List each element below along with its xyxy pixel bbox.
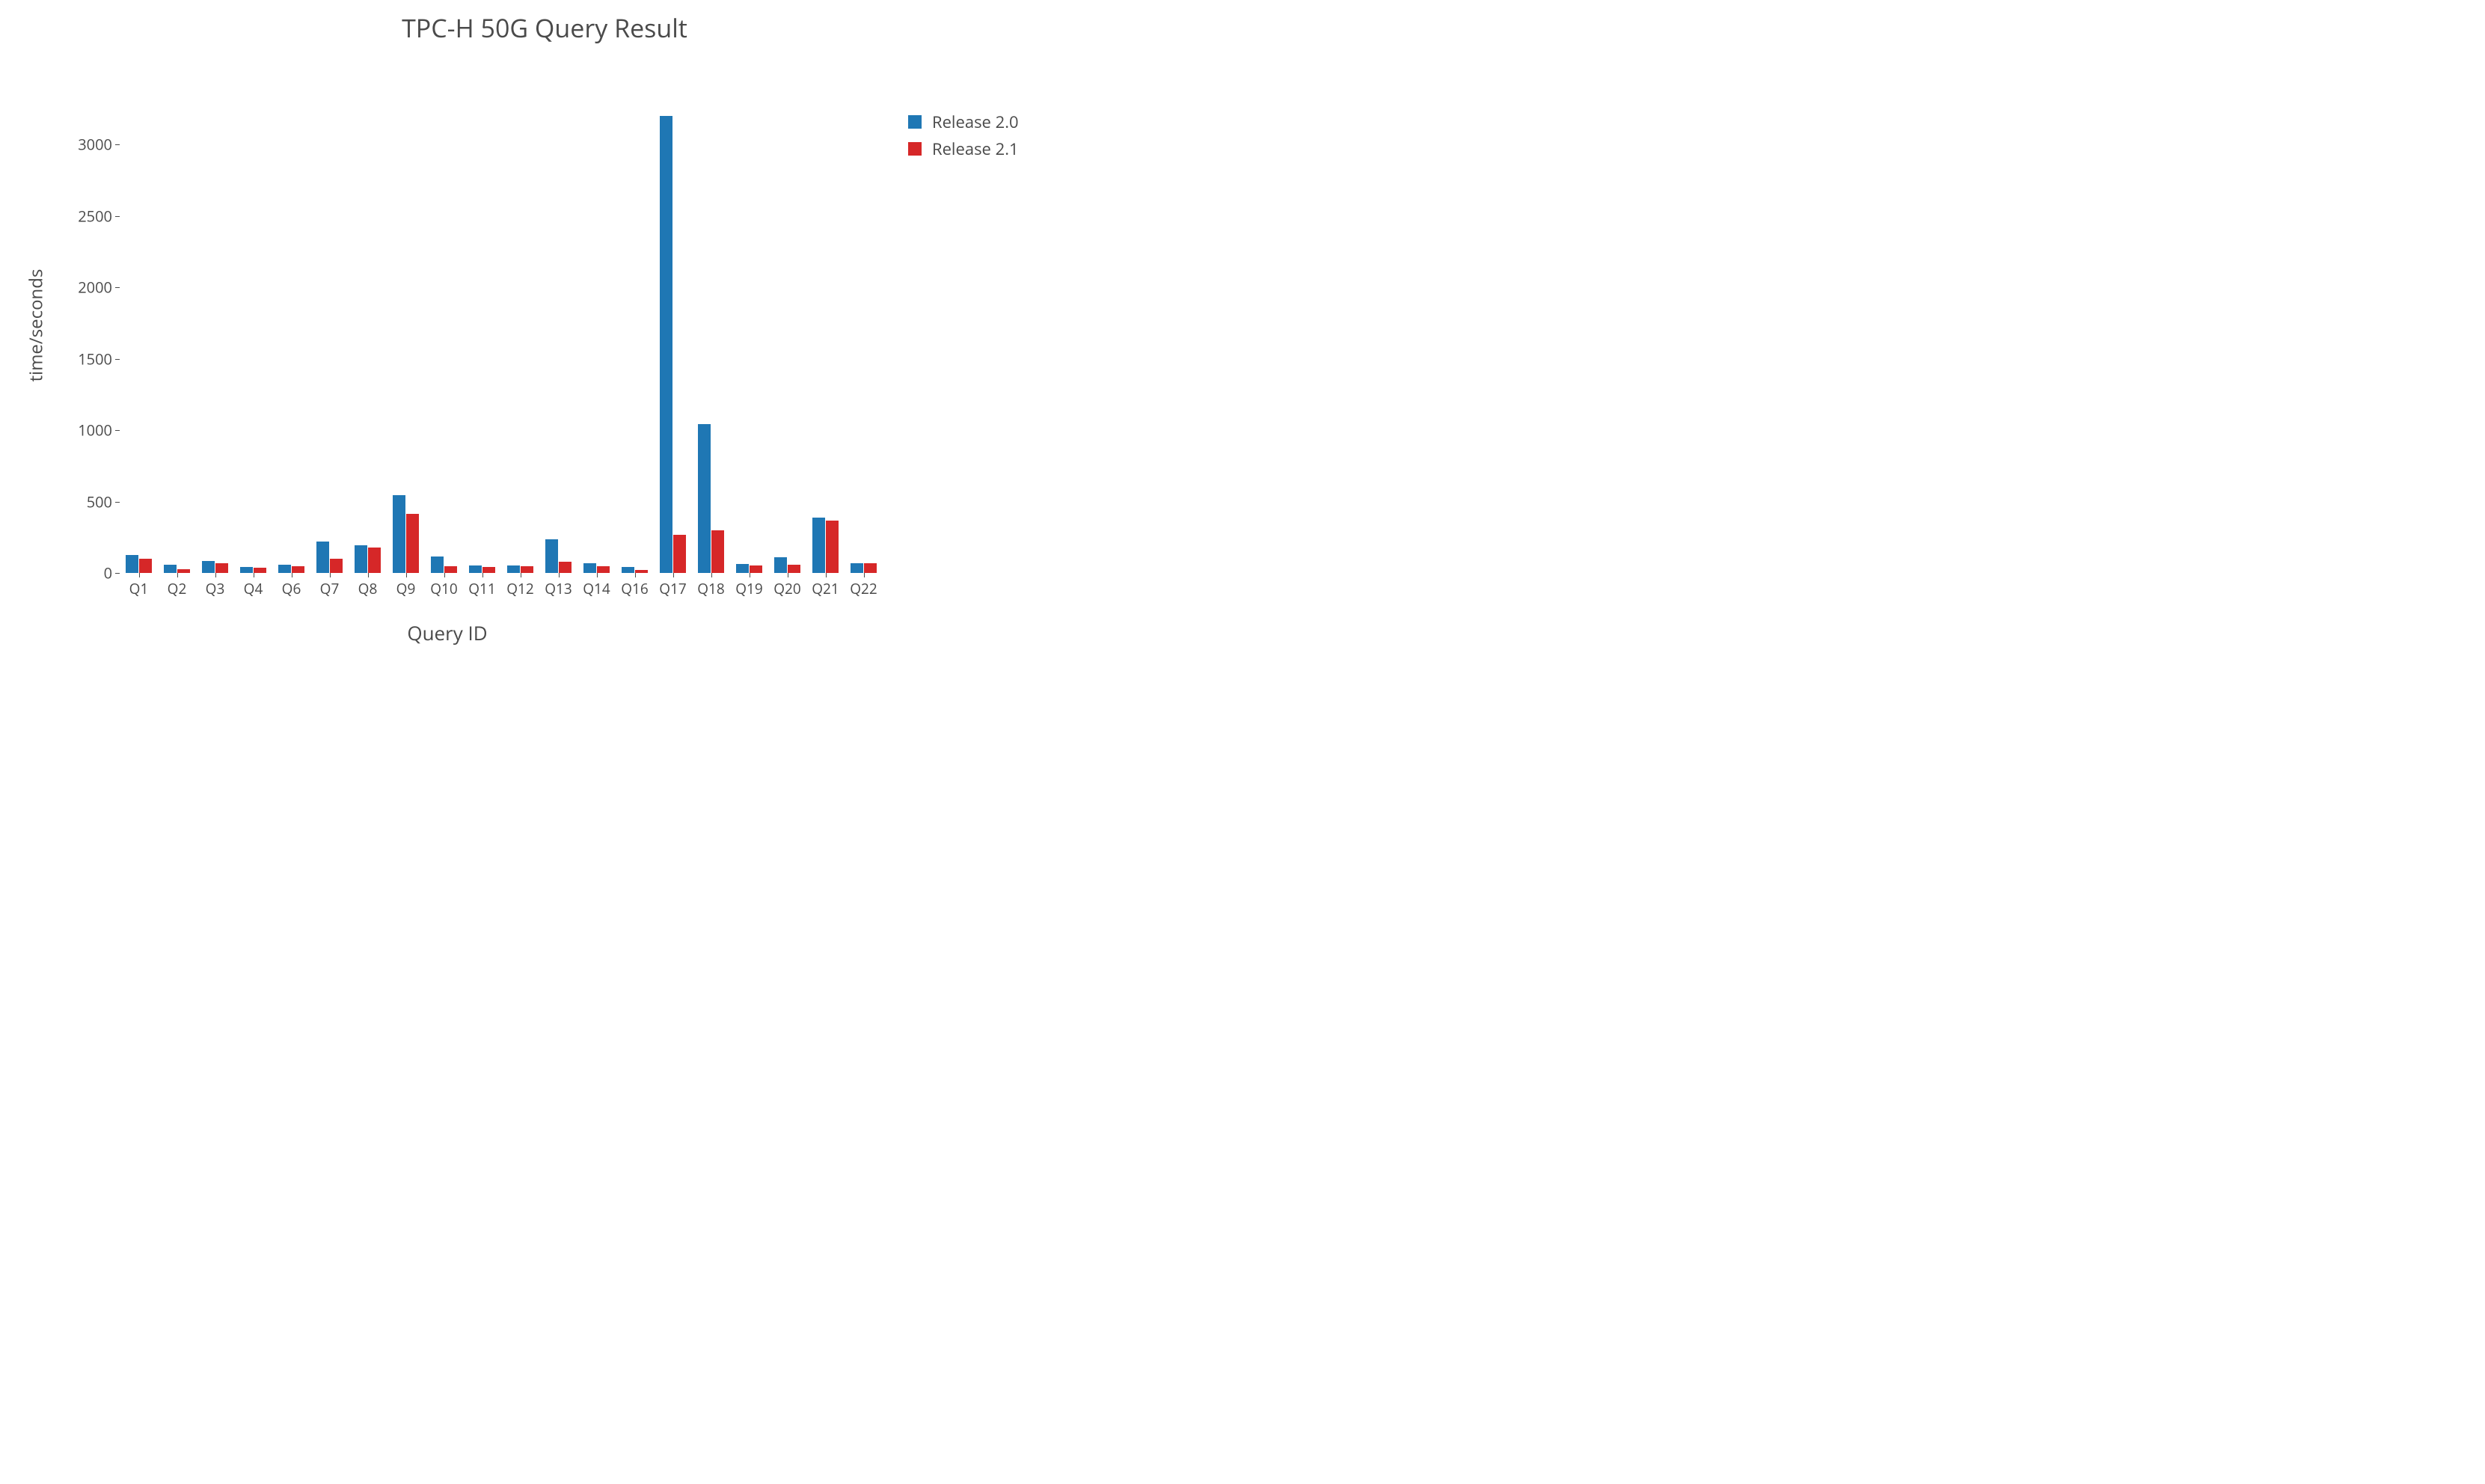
bar xyxy=(177,569,190,573)
bar xyxy=(444,566,457,573)
x-tick-label: Q17 xyxy=(659,579,687,598)
bar xyxy=(521,566,533,573)
x-tick-label: Q10 xyxy=(430,579,458,598)
x-tick-label: Q6 xyxy=(282,579,301,598)
y-axis-label: time/seconds xyxy=(24,269,49,382)
x-tick-label: Q18 xyxy=(697,579,725,598)
x-tick-label: Q3 xyxy=(206,579,225,598)
x-tick-label: Q12 xyxy=(506,579,534,598)
bar xyxy=(812,518,825,573)
bar xyxy=(164,565,177,573)
x-tick-mark xyxy=(635,573,636,577)
x-tick-label: Q13 xyxy=(545,579,572,598)
y-tick-mark xyxy=(115,430,120,431)
x-axis-label: Query ID xyxy=(0,619,895,646)
bar xyxy=(851,563,863,573)
bar xyxy=(240,567,253,573)
legend-item: Release 2.0 xyxy=(908,111,1019,133)
bar xyxy=(316,542,329,573)
bar xyxy=(254,568,266,573)
x-tick-label: Q22 xyxy=(850,579,877,598)
bar xyxy=(126,555,138,573)
bar xyxy=(711,530,724,573)
bar xyxy=(559,562,572,573)
legend-label: Release 2.0 xyxy=(932,111,1019,133)
bar xyxy=(368,548,381,573)
bar xyxy=(482,567,495,573)
chart-container: TPC-H 50G Query Result time/seconds Quer… xyxy=(0,0,1089,651)
x-tick-mark xyxy=(559,573,560,577)
bar xyxy=(202,561,215,573)
bar xyxy=(406,514,419,573)
bar xyxy=(393,495,405,573)
bar xyxy=(826,521,839,573)
x-tick-mark xyxy=(597,573,598,577)
legend: Release 2.0 Release 2.1 xyxy=(908,111,1019,165)
bar xyxy=(622,567,634,573)
bar xyxy=(750,565,762,573)
bar xyxy=(736,564,749,573)
x-tick-label: Q1 xyxy=(129,579,149,598)
plot-area: 050010001500200025003000Q1Q2Q3Q4Q6Q7Q8Q9… xyxy=(120,102,883,573)
bar xyxy=(215,563,228,573)
y-tick-label: 2500 xyxy=(78,206,120,226)
x-tick-label: Q19 xyxy=(735,579,763,598)
x-tick-mark xyxy=(482,573,483,577)
y-tick-mark xyxy=(115,144,120,145)
bar xyxy=(698,424,711,573)
legend-swatch xyxy=(908,115,922,129)
x-tick-mark xyxy=(406,573,407,577)
x-ticks: Q1 Q2 Q3 Q4 Q6 Q7 Q8 Q9 Q10 Q11 Q12 Q13 Q14 Q16 Q17 Q18… xyxy=(120,573,883,595)
bar xyxy=(139,559,152,573)
chart-title: TPC-H 50G Query Result xyxy=(0,10,1089,45)
x-tick-mark xyxy=(673,573,674,577)
y-tick-label: 1500 xyxy=(78,349,120,369)
bar xyxy=(597,566,610,573)
legend-swatch xyxy=(908,142,922,156)
x-tick-label: Q2 xyxy=(168,579,187,598)
bar xyxy=(469,565,482,573)
y-tick-mark xyxy=(115,216,120,217)
y-tick-label: 2000 xyxy=(78,278,120,298)
bar xyxy=(545,539,558,573)
bar xyxy=(635,570,648,573)
bar xyxy=(583,563,596,573)
bar xyxy=(774,557,787,573)
x-tick-mark xyxy=(139,573,140,577)
x-tick-mark xyxy=(177,573,178,577)
x-tick-label: Q4 xyxy=(244,579,263,598)
y-tick-mark xyxy=(115,359,120,360)
y-tick-label: 1000 xyxy=(78,420,120,441)
bar xyxy=(788,565,800,573)
x-tick-label: Q8 xyxy=(358,579,378,598)
x-tick-mark xyxy=(444,573,445,577)
bar xyxy=(431,556,444,573)
x-tick-mark xyxy=(826,573,827,577)
bar xyxy=(673,535,686,573)
y-tick-mark xyxy=(115,502,120,503)
x-tick-label: Q14 xyxy=(583,579,610,598)
bar xyxy=(330,559,343,573)
x-tick-mark xyxy=(215,573,216,577)
x-tick-label: Q20 xyxy=(773,579,801,598)
legend-item: Release 2.1 xyxy=(908,138,1019,160)
x-tick-label: Q9 xyxy=(396,579,416,598)
x-tick-mark xyxy=(368,573,369,577)
x-tick-mark xyxy=(330,573,331,577)
bar xyxy=(278,565,291,573)
bar xyxy=(864,563,877,573)
x-tick-label: Q11 xyxy=(468,579,496,598)
bar xyxy=(507,565,520,574)
x-tick-label: Q16 xyxy=(621,579,649,598)
bar xyxy=(660,116,672,573)
bar xyxy=(355,545,367,573)
x-tick-label: Q7 xyxy=(320,579,340,598)
x-tick-label: Q21 xyxy=(812,579,839,598)
y-tick-label: 3000 xyxy=(78,135,120,155)
y-tick-mark xyxy=(115,287,120,288)
x-tick-mark xyxy=(711,573,712,577)
bar xyxy=(292,566,304,573)
x-tick-mark xyxy=(864,573,865,577)
legend-label: Release 2.1 xyxy=(932,138,1019,160)
